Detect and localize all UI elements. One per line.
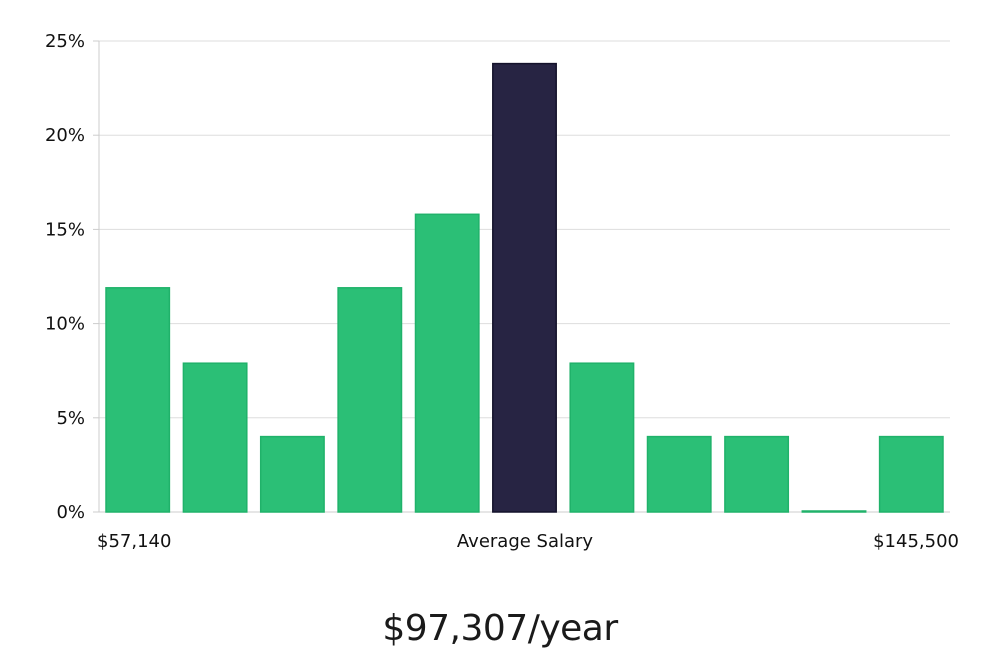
bar-average-salary	[492, 62, 557, 513]
bar-8	[724, 435, 790, 513]
y-tick-label-5: 25%	[45, 31, 85, 52]
y-tick-label-1: 5%	[56, 408, 85, 429]
x-labels: $57,140 Average Salary $145,500	[97, 531, 959, 552]
bar-9	[801, 510, 867, 513]
x-label-average: Average Salary	[457, 531, 594, 552]
bars	[105, 62, 944, 513]
y-tick-labels: 0% 5% 10% 15% 20% 25%	[45, 31, 99, 523]
y-tick-label-4: 20%	[45, 125, 85, 146]
bar-7	[646, 435, 712, 513]
bar-6	[569, 362, 635, 513]
x-label-min: $57,140	[97, 531, 171, 552]
y-tick-label-2: 10%	[45, 314, 85, 335]
bar-3	[337, 287, 403, 513]
bar-4	[414, 213, 480, 513]
bar-2	[259, 435, 325, 513]
average-salary-summary: $97,307/year	[382, 608, 618, 649]
x-label-max: $145,500	[873, 531, 959, 552]
bar-1	[182, 362, 248, 513]
y-tick-label-0: 0%	[56, 502, 85, 523]
bar-0	[105, 287, 171, 513]
bar-10	[878, 435, 944, 513]
y-tick-label-3: 15%	[45, 219, 85, 240]
